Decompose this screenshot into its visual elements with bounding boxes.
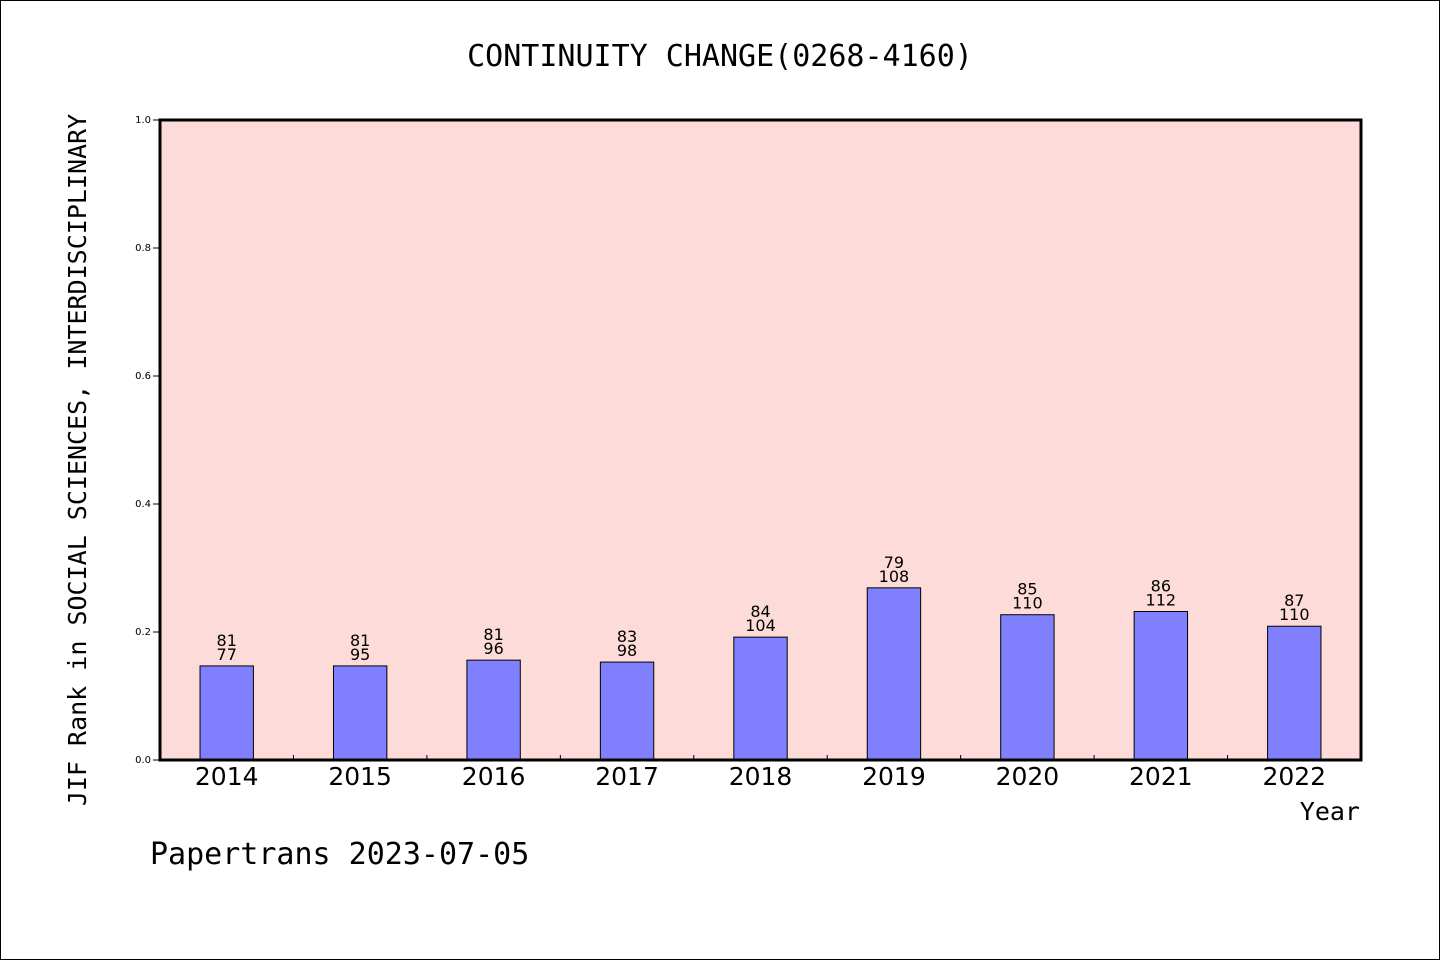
y-tick-label: 0.8 xyxy=(135,243,151,254)
y-axis: 0.0 0.2 0.4 0.6 0.8 1.0 xyxy=(135,115,160,766)
rank-label: 81 xyxy=(350,631,370,650)
bar-2018 xyxy=(733,636,788,761)
y-tick-label: 0.2 xyxy=(135,627,151,638)
y-tick-label: 1.0 xyxy=(135,115,151,126)
x-tick-label: 2018 xyxy=(729,762,793,791)
x-tick-label: 2020 xyxy=(996,762,1060,791)
category-labels: 2014 2015 2016 2017 2018 2019 2020 2021 2022 xyxy=(195,762,1326,791)
bar-2017 xyxy=(599,661,655,761)
x-tick-label: 2021 xyxy=(1129,762,1193,791)
total-label: 104 xyxy=(745,616,776,635)
rank-label: 87 xyxy=(1284,591,1304,610)
chart-title: CONTINUITY CHANGE(0268-4160) xyxy=(467,39,973,74)
total-label: 77 xyxy=(217,645,237,664)
y-tick-label: 0.6 xyxy=(135,371,151,382)
x-tick-label: 2014 xyxy=(195,762,259,791)
bar-2015 xyxy=(332,665,388,761)
total-label: 96 xyxy=(483,639,503,658)
total-label: 95 xyxy=(350,645,370,664)
rank-label: 81 xyxy=(483,625,503,644)
x-tick-label: 2022 xyxy=(1262,762,1326,791)
total-label: 112 xyxy=(1146,591,1177,610)
rank-label: 79 xyxy=(884,553,904,572)
y-tick-label: 0.4 xyxy=(135,499,151,510)
x-tick-label: 2019 xyxy=(862,762,926,791)
total-label: 98 xyxy=(617,641,637,660)
x-tick-label: 2017 xyxy=(595,762,659,791)
x-tick-label: 2015 xyxy=(328,762,392,791)
total-label: 110 xyxy=(1012,594,1043,613)
bar-2019 xyxy=(866,587,922,761)
y-axis-label: JIF Rank in SOCIAL SCIENCES, INTERDISCIP… xyxy=(63,114,92,806)
x-axis-label: Year xyxy=(1300,797,1360,826)
bar-2022 xyxy=(1267,625,1322,761)
y-tick-label: 0.0 xyxy=(135,755,151,766)
footer-text: Papertrans 2023-07-05 xyxy=(150,837,529,872)
rank-label: 81 xyxy=(217,631,237,650)
plot-border xyxy=(158,118,1363,762)
bar-2020 xyxy=(1000,614,1055,761)
x-tick-label: 2016 xyxy=(462,762,526,791)
total-label: 110 xyxy=(1279,605,1310,624)
bar-2016 xyxy=(466,659,521,761)
rank-label: 85 xyxy=(1017,580,1037,599)
rank-label: 83 xyxy=(617,627,637,646)
total-label: 108 xyxy=(879,567,910,586)
rank-label: 84 xyxy=(750,602,770,621)
rank-label: 86 xyxy=(1151,577,1171,596)
bar-2014 xyxy=(199,665,254,761)
bar-2021 xyxy=(1133,611,1189,761)
bar-series xyxy=(199,587,1322,761)
